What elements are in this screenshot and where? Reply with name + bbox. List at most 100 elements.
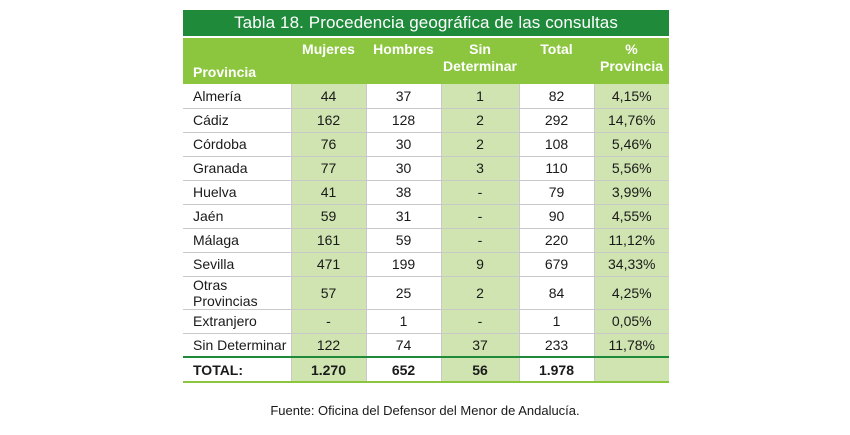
cell-pct-provincia: 3,99% [594,180,669,205]
cell-hombres: 1 [366,309,442,334]
total-row: TOTAL: 1.270 652 56 1.978 [183,356,669,383]
cell-total: 110 [519,156,595,181]
cell-sin-determinar: 9 [441,252,520,277]
total-sin-determinar: 56 [441,356,520,383]
header-pct-line2: Provincia [599,58,664,74]
table-row: Sin Determinar 122 74 37 233 11,78% [183,333,669,358]
cell-provincia: Jaén [183,204,292,229]
total-hombres: 652 [366,356,442,383]
cell-mujeres: 59 [291,204,367,229]
cell-provincia: Huelva [183,180,292,205]
cell-mujeres: 77 [291,156,367,181]
table-row: Sevilla 471 199 9 679 34,33% [183,252,669,277]
cell-pct-provincia: 4,25% [594,276,669,310]
table-row: Almería 44 37 1 82 4,15% [183,84,669,109]
cell-mujeres: 76 [291,132,367,157]
header-hombres: Hombres [366,38,441,84]
header-sin-line1: Sin [469,41,491,57]
cell-provincia: Extranjero [183,309,292,334]
cell-provincia: Almería [183,84,292,109]
header-row: Provincia Mujeres Hombres Sin Determinar … [183,38,669,84]
cell-provincia: Cádiz [183,108,292,133]
cell-pct-provincia: 11,12% [594,228,669,253]
cell-pct-provincia: 5,46% [594,132,669,157]
cell-total: 82 [519,84,595,109]
header-pct-provincia: % Provincia [594,38,669,84]
cell-hombres: 199 [366,252,442,277]
cell-mujeres: 57 [291,276,367,310]
total-pct [594,356,669,383]
cell-hombres: 74 [366,333,442,358]
cell-sin-determinar: 2 [441,108,520,133]
cell-pct-provincia: 4,15% [594,84,669,109]
table-row: Córdoba 76 30 2 108 5,46% [183,132,669,157]
cell-hombres: 31 [366,204,442,229]
cell-sin-determinar: 37 [441,333,520,358]
cell-hombres: 128 [366,108,442,133]
cell-total: 1 [519,309,595,334]
cell-sin-determinar: 3 [441,156,520,181]
cell-pct-provincia: 4,55% [594,204,669,229]
header-total: Total [519,38,594,84]
table-row: Jaén 59 31-90 4,55% [183,204,669,229]
cell-sin-determinar: 2 [441,276,520,310]
cell-total: 84 [519,276,595,310]
cell-mujeres: - [291,309,367,334]
cell-sin-determinar: - [441,204,520,229]
cell-sin-determinar: - [441,309,520,334]
cell-provincia: Granada [183,156,292,181]
table-row: Málaga 161 59-220 11,12% [183,228,669,253]
table-row: Otras Provincias 57 25 2 84 4,25% [183,276,669,310]
cell-sin-determinar: - [441,180,520,205]
cell-sin-determinar: - [441,228,520,253]
cell-provincia: Málaga [183,228,292,253]
total-mujeres: 1.270 [291,356,367,383]
header-pct-line1: % [625,41,638,57]
cell-mujeres: 162 [291,108,367,133]
cell-hombres: 38 [366,180,442,205]
header-sin-determinar: Sin Determinar [441,38,519,84]
cell-pct-provincia: 14,76% [594,108,669,133]
cell-total: 292 [519,108,595,133]
cell-mujeres: 41 [291,180,367,205]
cell-total: 108 [519,132,595,157]
cell-total: 679 [519,252,595,277]
cell-pct-provincia: 5,56% [594,156,669,181]
cell-hombres: 30 [366,132,442,157]
table-body: Almería 44 37 1 82 4,15% Cádiz 162 128 2 292 14,76%… [183,84,669,383]
cell-pct-provincia: 0,05% [594,309,669,334]
header-sin-line2: Determinar [443,58,517,74]
cell-sin-determinar: 2 [441,132,520,157]
cell-mujeres: 161 [291,228,367,253]
data-table: Provincia Mujeres Hombres Sin Determinar … [183,38,669,383]
cell-total: 79 [519,180,595,205]
cell-mujeres: 122 [291,333,367,358]
cell-hombres: 37 [366,84,442,109]
cell-pct-provincia: 34,33% [594,252,669,277]
table-row: Extranjero -1-1 0,05% [183,309,669,334]
header-mujeres: Mujeres [291,38,366,84]
cell-hombres: 30 [366,156,442,181]
total-total: 1.978 [519,356,595,383]
cell-provincia: Sin Determinar [183,333,292,358]
table-row: Granada 77 30 3 110 5,56% [183,156,669,181]
table-row: Huelva 41 38-79 3,99% [183,180,669,205]
cell-hombres: 59 [366,228,442,253]
cell-mujeres: 44 [291,84,367,109]
cell-total: 233 [519,333,595,358]
cell-provincia: Sevilla [183,252,292,277]
cell-total: 220 [519,228,595,253]
cell-pct-provincia: 11,78% [594,333,669,358]
cell-total: 90 [519,204,595,229]
total-label: TOTAL: [183,356,292,383]
source-note: Fuente: Oficina del Defensor del Menor d… [270,403,580,418]
cell-provincia: Córdoba [183,132,292,157]
table-container: Tabla 18. Procedencia geográfica de las … [183,10,669,383]
header-provincia: Provincia [183,38,291,84]
table-title: Tabla 18. Procedencia geográfica de las … [183,10,669,36]
cell-sin-determinar: 1 [441,84,520,109]
cell-provincia: Otras Provincias [183,276,292,310]
table-row: Cádiz 162 128 2 292 14,76% [183,108,669,133]
cell-hombres: 25 [366,276,442,310]
cell-mujeres: 471 [291,252,367,277]
